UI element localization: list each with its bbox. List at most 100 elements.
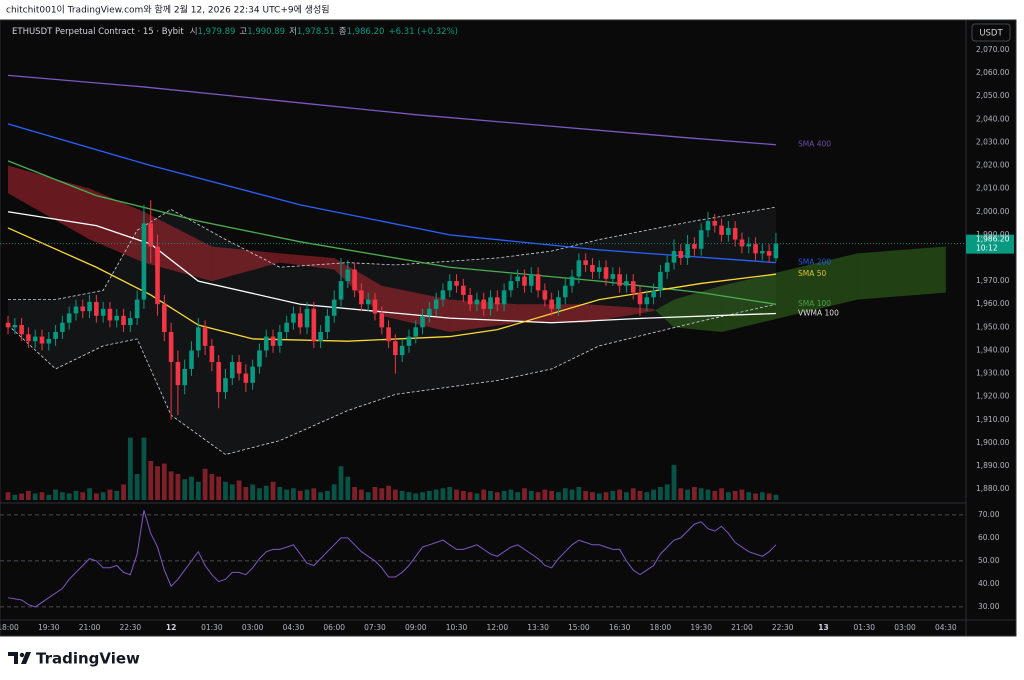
- volume-bar: [773, 494, 779, 500]
- candle-body: [726, 227, 731, 235]
- y-tick-label: 1,930.00: [976, 369, 1010, 378]
- candle-body: [528, 274, 534, 286]
- candle-body: [467, 294, 473, 305]
- volume-bar: [365, 492, 371, 500]
- candle-body: [644, 297, 650, 305]
- candle-body: [175, 362, 181, 386]
- volume-bar: [100, 492, 106, 500]
- band-line: [8, 206, 776, 301]
- volume-bar: [488, 490, 493, 500]
- y-tick-label: 2,010.00: [976, 184, 1010, 193]
- rsi-line: [7, 510, 777, 608]
- volume-bar: [59, 492, 65, 500]
- ma-label: SMA 100: [798, 299, 831, 308]
- candle-body: [60, 322, 65, 332]
- candle-body: [399, 345, 405, 356]
- x-tick-label: 13: [818, 623, 828, 632]
- candle-body: [182, 368, 188, 386]
- volume-bar: [127, 437, 133, 500]
- candle-body: [549, 299, 554, 309]
- volume-bar: [624, 492, 629, 500]
- candle-body: [420, 315, 425, 328]
- candle-body: [413, 327, 419, 337]
- candle-body: [87, 301, 92, 312]
- x-tick-label: 21:00: [79, 623, 101, 632]
- x-tick-label: 03:00: [894, 623, 916, 632]
- volume-bar: [617, 489, 623, 500]
- volume-bar: [515, 492, 521, 500]
- candle-body: [311, 308, 317, 342]
- candle-body: [236, 362, 242, 374]
- rsi-tick-label: 50.00: [978, 556, 1000, 565]
- candle-body: [209, 345, 215, 363]
- candle-body: [630, 281, 636, 293]
- candle-body: [270, 336, 276, 346]
- volume-bar: [719, 488, 724, 500]
- x-tick-label: 10:30: [446, 623, 468, 632]
- volume-bar: [175, 474, 181, 500]
- candle-body: [590, 264, 595, 272]
- candle-body: [359, 290, 364, 305]
- candle-body: [433, 299, 439, 309]
- volume-bar: [549, 490, 555, 500]
- candle-body: [664, 262, 670, 272]
- candle-body: [440, 290, 446, 300]
- volume-bar: [223, 481, 228, 500]
- ma-line: [7, 123, 776, 264]
- volume-bar: [121, 484, 126, 500]
- candle-body: [304, 308, 310, 328]
- candle-body: [617, 274, 622, 286]
- volume-bar: [284, 489, 290, 500]
- volume-bar: [168, 471, 174, 500]
- candle-body: [168, 331, 174, 363]
- x-tick-label: 07:30: [364, 623, 386, 632]
- x-tick-label: 09:00: [405, 623, 427, 632]
- y-tick-label: 1,910.00: [976, 415, 1010, 424]
- volume-bar: [474, 493, 480, 500]
- candle-body: [39, 336, 45, 344]
- x-tick-label: 19:30: [38, 623, 60, 632]
- rsi-tick-label: 30.00: [978, 602, 1000, 611]
- price-tag-countdown: 10:12: [976, 244, 998, 253]
- volume-bar: [291, 488, 296, 500]
- volume-bar: [658, 487, 663, 500]
- volume-bar: [53, 489, 58, 500]
- candle-body: [406, 336, 412, 346]
- candle-body: [148, 223, 154, 247]
- price-tag-label: 1,986.20: [976, 235, 1010, 244]
- candle-body: [596, 267, 602, 272]
- volume-bar: [155, 466, 160, 500]
- candle-body: [100, 308, 106, 316]
- y-tick-label: 1,920.00: [976, 392, 1010, 401]
- candle-body: [26, 334, 31, 342]
- candle-body: [331, 299, 337, 316]
- candle-body: [372, 299, 378, 314]
- candle-body: [427, 308, 432, 316]
- y-tick-label: 2,050.00: [976, 91, 1010, 100]
- volume-bar: [691, 487, 697, 500]
- volume-bar: [494, 492, 500, 500]
- candle-body: [32, 336, 38, 342]
- rsi-tick-label: 60.00: [978, 533, 1000, 542]
- volume-bar: [325, 490, 330, 500]
- currency-button[interactable]: [971, 23, 1011, 42]
- x-tick-label: 19:30: [690, 623, 712, 632]
- candle-body: [345, 269, 351, 282]
- candle-body: [447, 281, 453, 291]
- candle-body: [53, 331, 58, 339]
- x-tick-label: 04:30: [283, 623, 305, 632]
- volume-bar: [12, 494, 18, 500]
- y-tick-label: 2,030.00: [976, 137, 1010, 146]
- y-tick-label: 1,960.00: [976, 299, 1010, 308]
- currency-label[interactable]: USDT: [979, 29, 1003, 39]
- volume-bar: [358, 489, 364, 500]
- candle-body: [535, 274, 541, 291]
- candle-body: [698, 230, 704, 249]
- candle-body: [705, 221, 711, 231]
- candle-body: [739, 239, 745, 247]
- candle-body: [128, 318, 133, 326]
- candle-body: [243, 373, 249, 383]
- candle-body: [760, 251, 765, 254]
- y-tick-label: 1,890.00: [976, 461, 1010, 470]
- volume-bar: [32, 493, 38, 500]
